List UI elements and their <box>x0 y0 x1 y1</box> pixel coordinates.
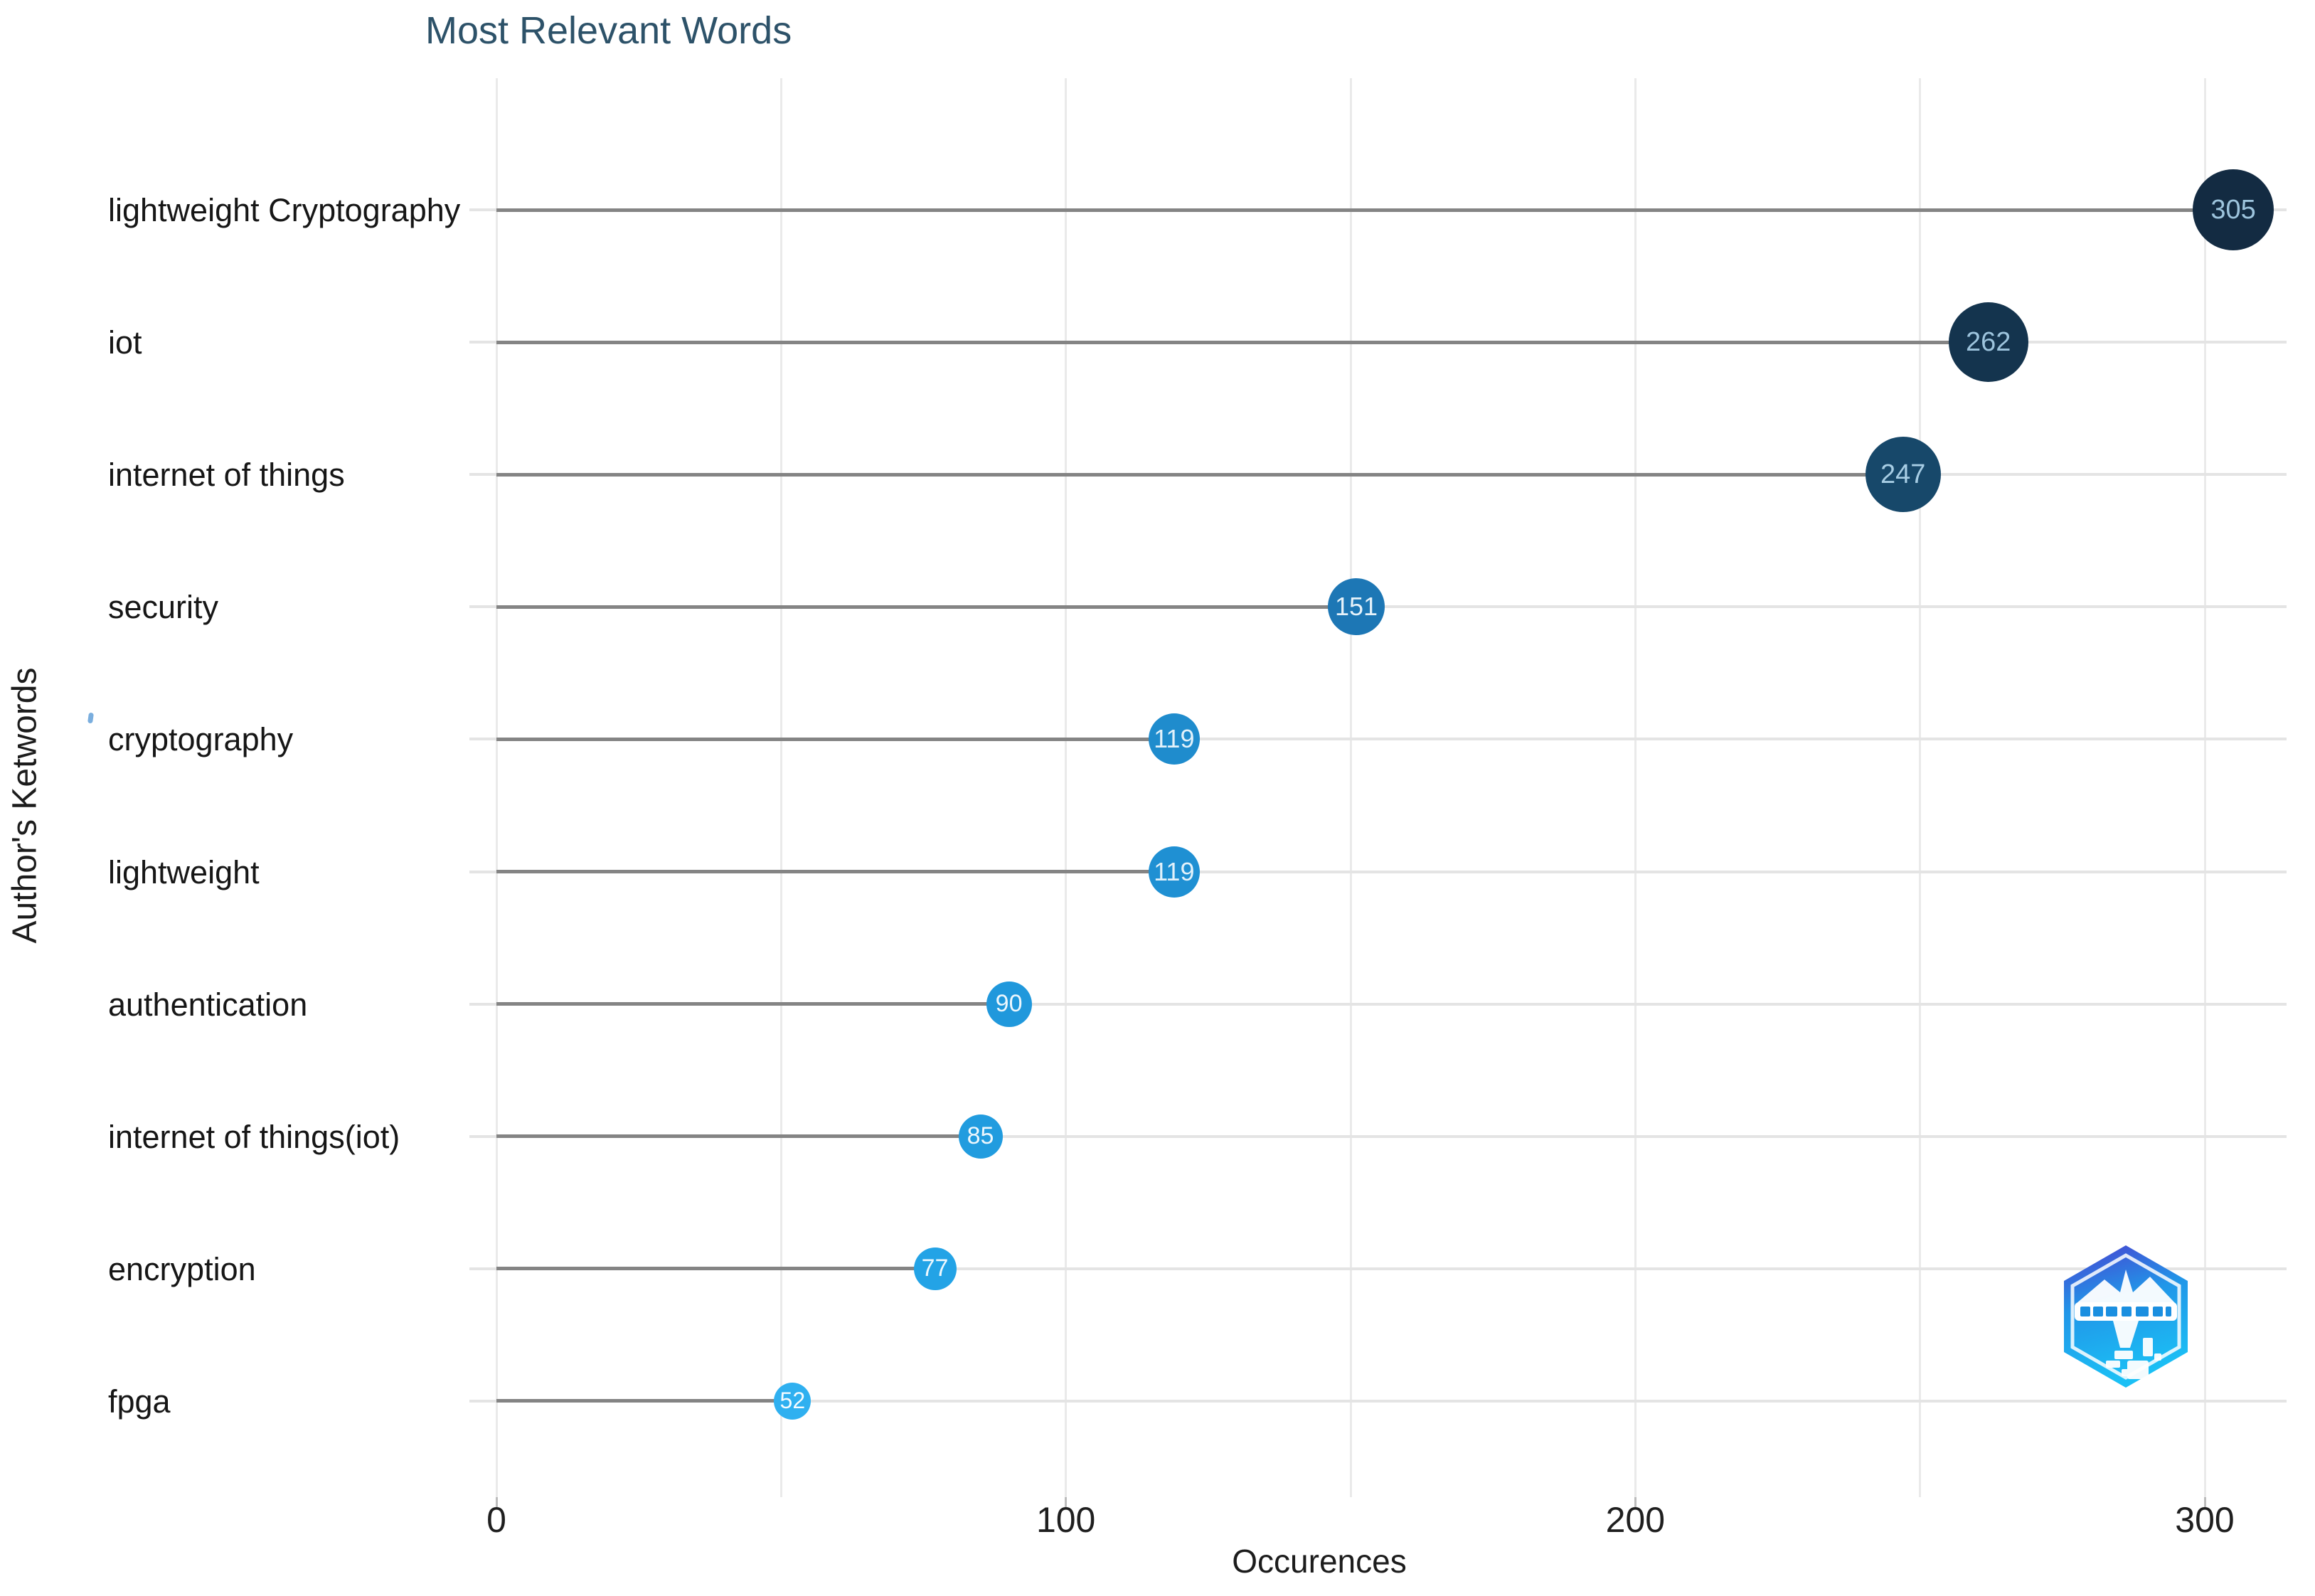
category-label: fpga <box>108 1383 171 1420</box>
watermark-logo <box>2064 1245 2188 1388</box>
lollipop-stem <box>496 1002 1009 1006</box>
x-tick-mark <box>2203 1497 2206 1507</box>
row-gridline <box>469 1134 2287 1138</box>
dot-value-label: 77 <box>921 1255 949 1282</box>
lollipop-stem <box>496 340 1989 344</box>
category-label: encryption <box>108 1250 256 1287</box>
lollipop-stem <box>496 737 1174 741</box>
dot-value-label: 119 <box>1154 724 1195 754</box>
lollipop-dot: 151 <box>1328 578 1385 636</box>
category-label: internet of things(iot) <box>108 1118 400 1155</box>
dot-value-label: 247 <box>1880 459 1926 489</box>
dot-value-label: 262 <box>1966 326 2011 357</box>
row-gridline <box>469 870 2287 873</box>
category-label: security <box>108 589 219 626</box>
lollipop-stem <box>496 1267 935 1271</box>
category-label: internet of things <box>108 457 345 494</box>
lollipop-dot: 262 <box>1948 302 2028 383</box>
category-label: lightweight <box>108 853 260 890</box>
lollipop-dot: 119 <box>1148 846 1200 898</box>
lollipop-dot: 52 <box>774 1382 811 1420</box>
dot-value-label: 305 <box>2210 194 2256 225</box>
lollipop-stem <box>496 605 1356 609</box>
row-gridline <box>469 1002 2287 1006</box>
dot-value-label: 52 <box>779 1388 806 1414</box>
row-gridline <box>469 1399 2287 1403</box>
category-label: cryptography <box>108 721 294 758</box>
lollipop-stem <box>496 472 1903 477</box>
lollipop-dot: 90 <box>986 981 1032 1027</box>
dot-value-label: 151 <box>1334 592 1378 622</box>
lollipop-dot: 85 <box>958 1114 1003 1159</box>
row-gridline <box>469 738 2287 741</box>
dot-value-label: 85 <box>967 1122 994 1150</box>
y-axis-title: Author's Ketwords <box>6 667 44 944</box>
lollipop-dot: 247 <box>1865 437 1941 513</box>
category-label: iot <box>108 324 142 361</box>
x-tick-mark <box>1634 1497 1637 1507</box>
x-tick-label: 300 <box>2175 1500 2235 1540</box>
x-tick-mark <box>1065 1497 1068 1507</box>
vertical-gridline <box>1634 78 1637 1497</box>
vertical-gridline <box>1065 78 1068 1497</box>
vertical-gridline <box>2203 78 2206 1497</box>
x-tick-mark <box>495 1497 498 1507</box>
category-label: lightweight Cryptography <box>108 192 461 228</box>
category-label: authentication <box>108 986 308 1023</box>
x-tick-label: 0 <box>486 1500 506 1540</box>
x-axis-title: Occurences <box>1232 1543 1407 1580</box>
stray-mark <box>87 712 95 724</box>
lollipop-stem <box>496 208 2234 212</box>
x-tick-label: 200 <box>1605 1500 1666 1540</box>
vertical-gridline <box>779 78 782 1497</box>
lollipop-dot: 77 <box>913 1247 957 1290</box>
lollipop-dot: 305 <box>2193 169 2274 250</box>
vertical-gridline <box>1349 78 1352 1497</box>
lollipop-dot: 119 <box>1148 713 1200 765</box>
lollipop-stem <box>496 870 1174 873</box>
x-tick-label: 100 <box>1036 1500 1096 1540</box>
dot-value-label: 119 <box>1154 856 1195 886</box>
dot-value-label: 90 <box>995 990 1023 1018</box>
lollipop-stem <box>496 1399 793 1403</box>
hexagon-badge <box>2064 1245 2188 1388</box>
vertical-gridline <box>1919 78 1922 1497</box>
chart-title: Most Relevant Words <box>425 9 792 52</box>
lollipop-stem <box>496 1134 981 1139</box>
row-gridline <box>469 1267 2287 1270</box>
vertical-gridline <box>495 78 498 1497</box>
